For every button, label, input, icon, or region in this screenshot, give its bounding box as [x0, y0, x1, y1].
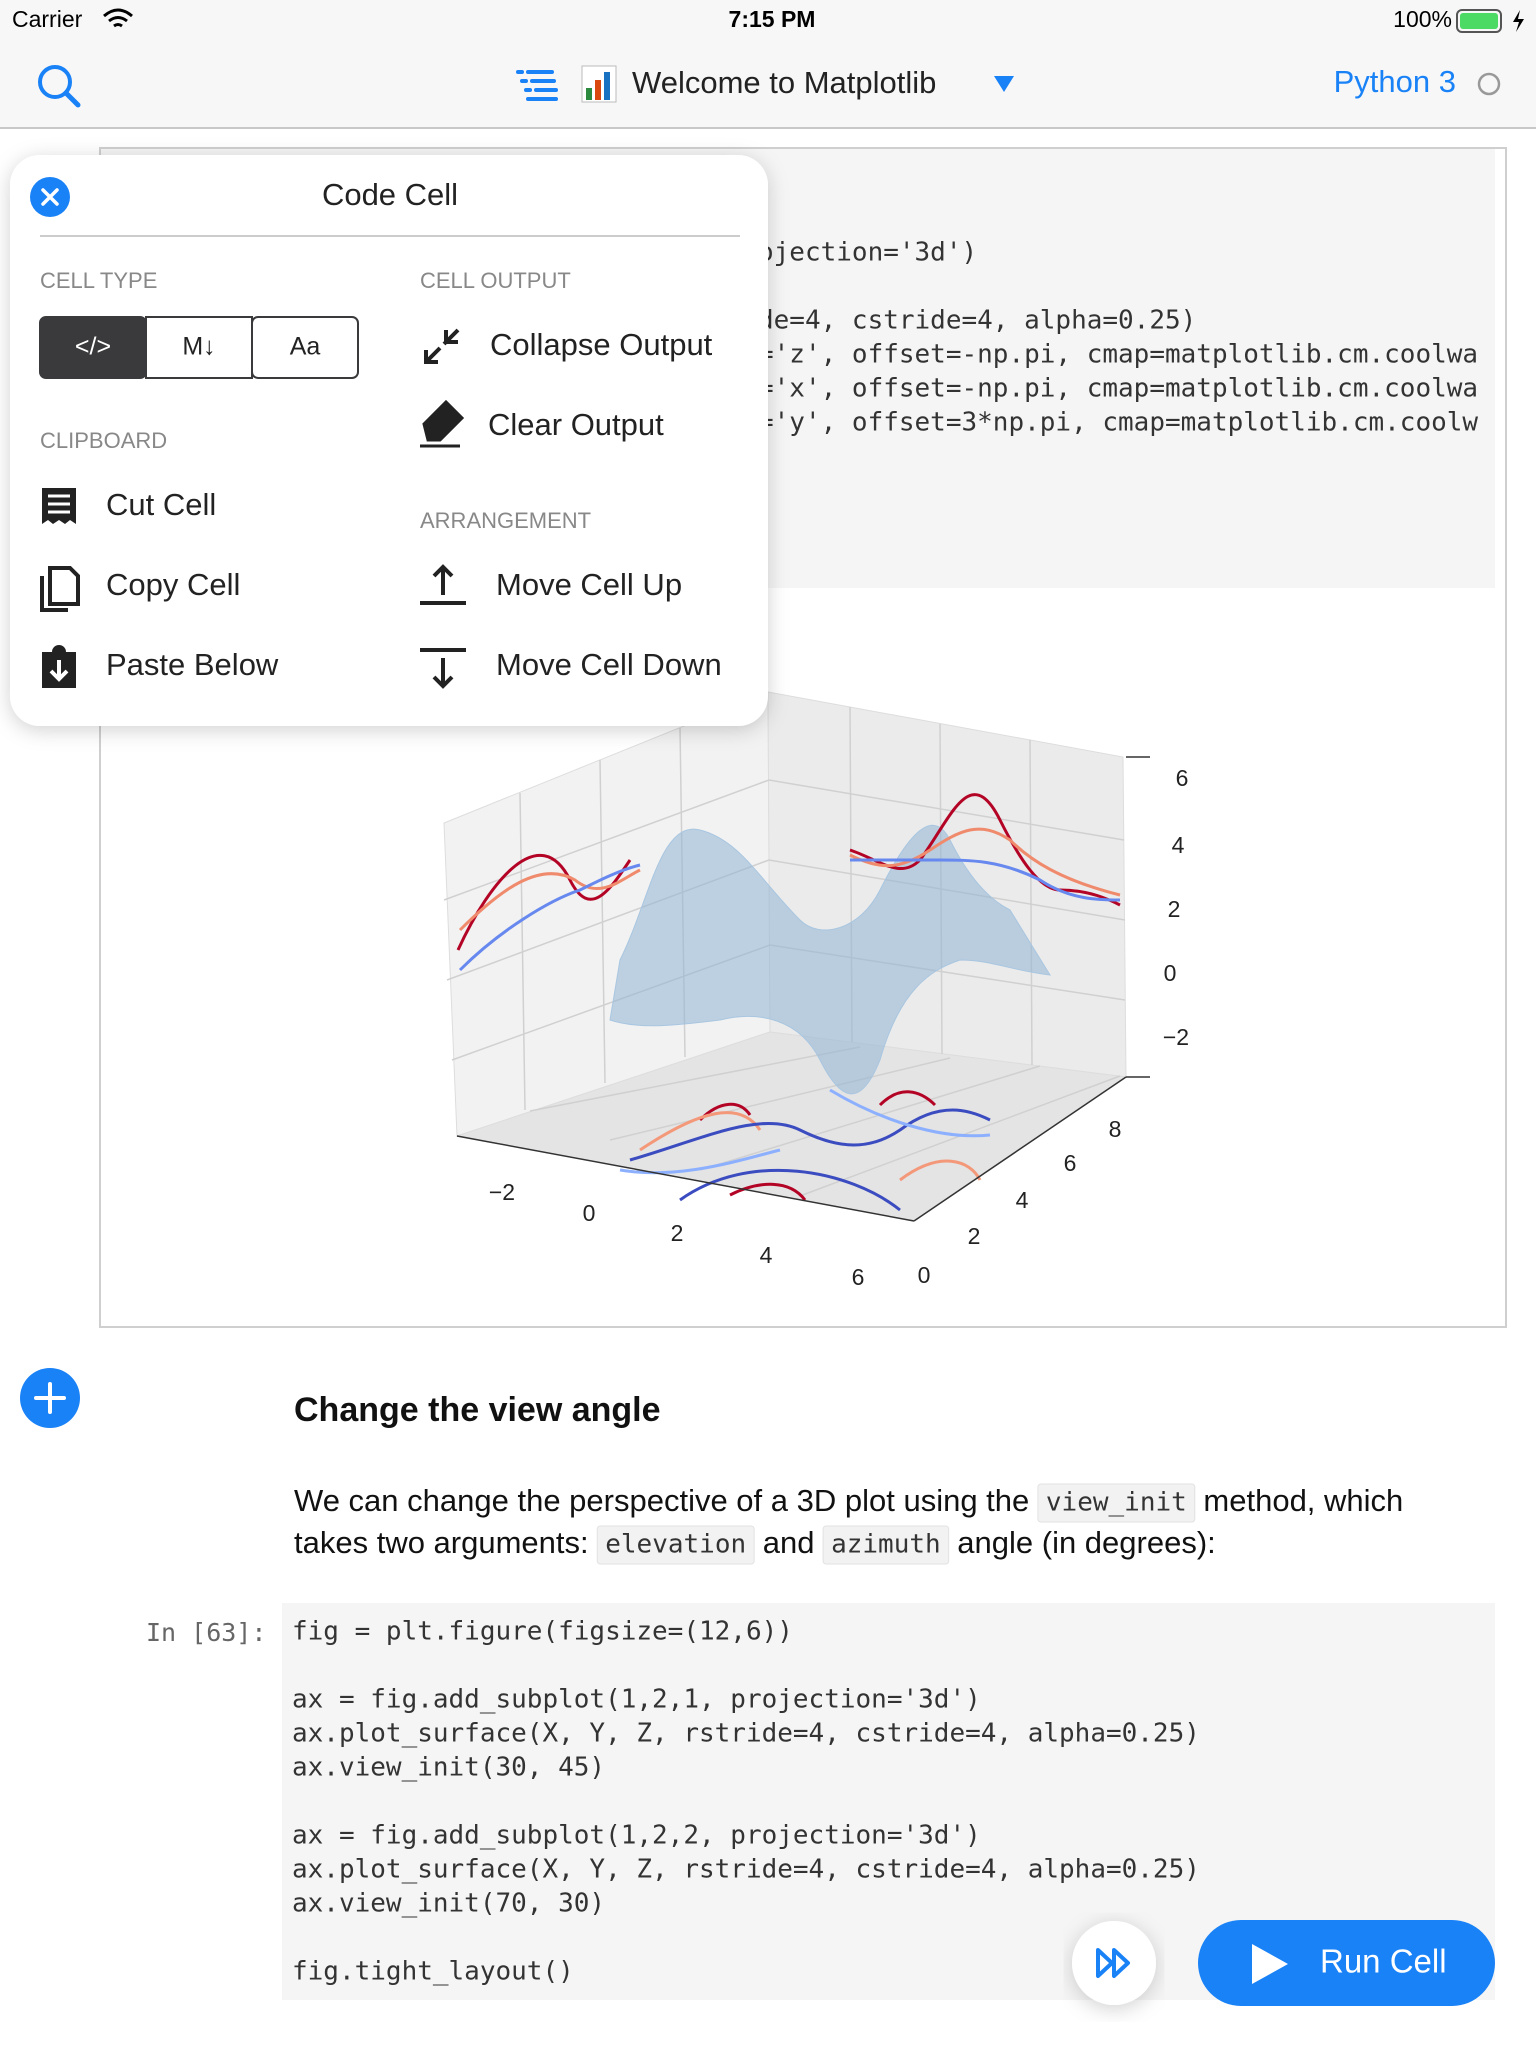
charging-icon [1513, 10, 1524, 32]
tick-label: −2 [1163, 1024, 1189, 1050]
code-line: ojection='3d') [758, 238, 977, 268]
segment-label[interactable]: </> [75, 333, 111, 361]
plot-3d: −2 0 2 4 6 0 2 4 6 8 −2 0 2 4 6 [443, 691, 1189, 1290]
tick-label: 2 [671, 1220, 684, 1246]
section-label: CLIPBOARD [40, 428, 167, 453]
inline-code-bg [596, 1525, 755, 1565]
wifi-icon [103, 8, 133, 28]
tick-label: 4 [760, 1242, 773, 1268]
clock: 7:15 PM [729, 6, 816, 32]
tick-label: 2 [1168, 896, 1181, 922]
segment[interactable] [145, 316, 253, 379]
paragraph-text: and [754, 1525, 823, 1560]
tick-label: 6 [1064, 1150, 1077, 1176]
code-block: fig = plt.figure(figsize=(12,6)) ax = fig… [292, 1617, 1200, 1987]
inline-code-bg [822, 1525, 950, 1565]
code-line: fig.tight_layout() [292, 1957, 574, 1987]
code-line: ='z', offset=-np.pi, cmap=matplotlib.cm.… [758, 340, 1478, 370]
move-down-icon [420, 648, 466, 689]
battery-fill [1460, 13, 1498, 29]
code-line: ax = fig.add_subplot(1,2,2, projection='… [292, 1821, 981, 1851]
tick-label: 6 [852, 1264, 865, 1290]
code-line: ='x', offset=-np.pi, cmap=matplotlib.cm.… [758, 374, 1478, 404]
battery-icon [1456, 9, 1502, 33]
tick-label: 4 [1172, 832, 1185, 858]
code-line: de=4, cstride=4, alpha=0.25) [758, 306, 1196, 336]
title-dropdown[interactable] [994, 76, 1014, 92]
section-label: CELL TYPE [40, 268, 157, 293]
inline-code: view_init [1046, 1488, 1187, 1518]
markdown-paragraph: We can change the perspective of a 3D pl… [294, 1483, 1404, 1565]
run-all-button[interactable] [1072, 1921, 1156, 2005]
tick-label: 6 [1176, 765, 1189, 791]
eraser-icon [420, 399, 465, 448]
search-button[interactable] [38, 65, 81, 108]
popover-title: Code Cell [322, 177, 458, 212]
close-button[interactable] [30, 177, 70, 217]
move-up-icon [420, 564, 466, 605]
paragraph-text: takes two arguments: [294, 1525, 597, 1560]
menu-action[interactable]: Cut Cell [106, 487, 216, 522]
tick-label: −2 [489, 1179, 515, 1205]
tick-label: 0 [583, 1200, 596, 1226]
carrier: Carrier [12, 6, 83, 32]
code-line: ax.view_init(70, 30) [292, 1889, 605, 1919]
kernel-status [1477, 72, 1501, 96]
paragraph-text: method, which [1195, 1483, 1404, 1518]
collapse-icon [424, 328, 460, 364]
top-bar [0, 0, 1536, 128]
code-cell-popover: Code Cell CELL TYPE CELL OUTPUT CLIPBOAR… [10, 155, 768, 726]
tick-label: 8 [1109, 1116, 1122, 1142]
copy-icon [48, 566, 80, 606]
toc-button[interactable] [516, 70, 558, 101]
code-line: ax = fig.add_subplot(1,2,1, projection='… [292, 1685, 981, 1715]
cell-prompt: In [63]: [146, 1618, 266, 1647]
menu-action[interactable]: Collapse Output [490, 327, 713, 362]
code-line: ax.plot_surface(X, Y, Z, rstride=4, cstr… [292, 1855, 1200, 1885]
inline-code: azimuth [831, 1530, 941, 1560]
code-line: ax.view_init(30, 45) [292, 1753, 605, 1783]
tick-label: 2 [968, 1223, 981, 1249]
markdown-heading: Change the view angle [294, 1391, 661, 1429]
run-cell-label[interactable]: Run Cell [1320, 1943, 1447, 1980]
inline-code: elevation [605, 1530, 746, 1560]
menu-action[interactable]: Clear Output [488, 407, 664, 442]
section-label: ARRANGEMENT [420, 508, 591, 533]
paragraph-text: angle (in degrees): [949, 1525, 1216, 1560]
code-line: ax.plot_surface(X, Y, Z, rstride=4, cstr… [292, 1719, 1200, 1749]
segment-label[interactable]: Aa [290, 333, 321, 361]
add-cell-button[interactable] [20, 1368, 80, 1428]
menu-action[interactable]: Paste Below [106, 647, 279, 682]
paragraph-text: We can change the perspective of a 3D pl… [294, 1483, 1038, 1518]
notebook-icon [581, 65, 617, 103]
menu-action[interactable]: Move Cell Up [496, 567, 682, 602]
section-label: CELL OUTPUT [420, 268, 571, 293]
run-cell-button[interactable]: Run Cell [1198, 1920, 1495, 2006]
kernel-name[interactable]: Python 3 [1334, 64, 1456, 99]
code-line: ='y', offset=3*np.pi, cmap=matplotlib.cm… [758, 408, 1478, 438]
segment-label[interactable]: M↓ [182, 333, 215, 361]
battery-level: 100% [1393, 6, 1452, 32]
code-block: ojection='3d') de=4, cstride=4, alpha=0.2… [758, 238, 1478, 438]
menu-action[interactable]: Copy Cell [106, 567, 240, 602]
tick-label: 4 [1016, 1187, 1029, 1213]
tick-label: 0 [1164, 960, 1177, 986]
cut-icon [42, 488, 76, 524]
code-line: fig = plt.figure(figsize=(12,6)) [292, 1617, 793, 1647]
notebook-title[interactable]: Welcome to Matplotlib [632, 65, 936, 100]
tick-label: 0 [918, 1262, 931, 1288]
inline-code-bg [1037, 1483, 1196, 1523]
segment[interactable] [251, 316, 359, 379]
menu-action[interactable]: Move Cell Down [496, 647, 722, 682]
